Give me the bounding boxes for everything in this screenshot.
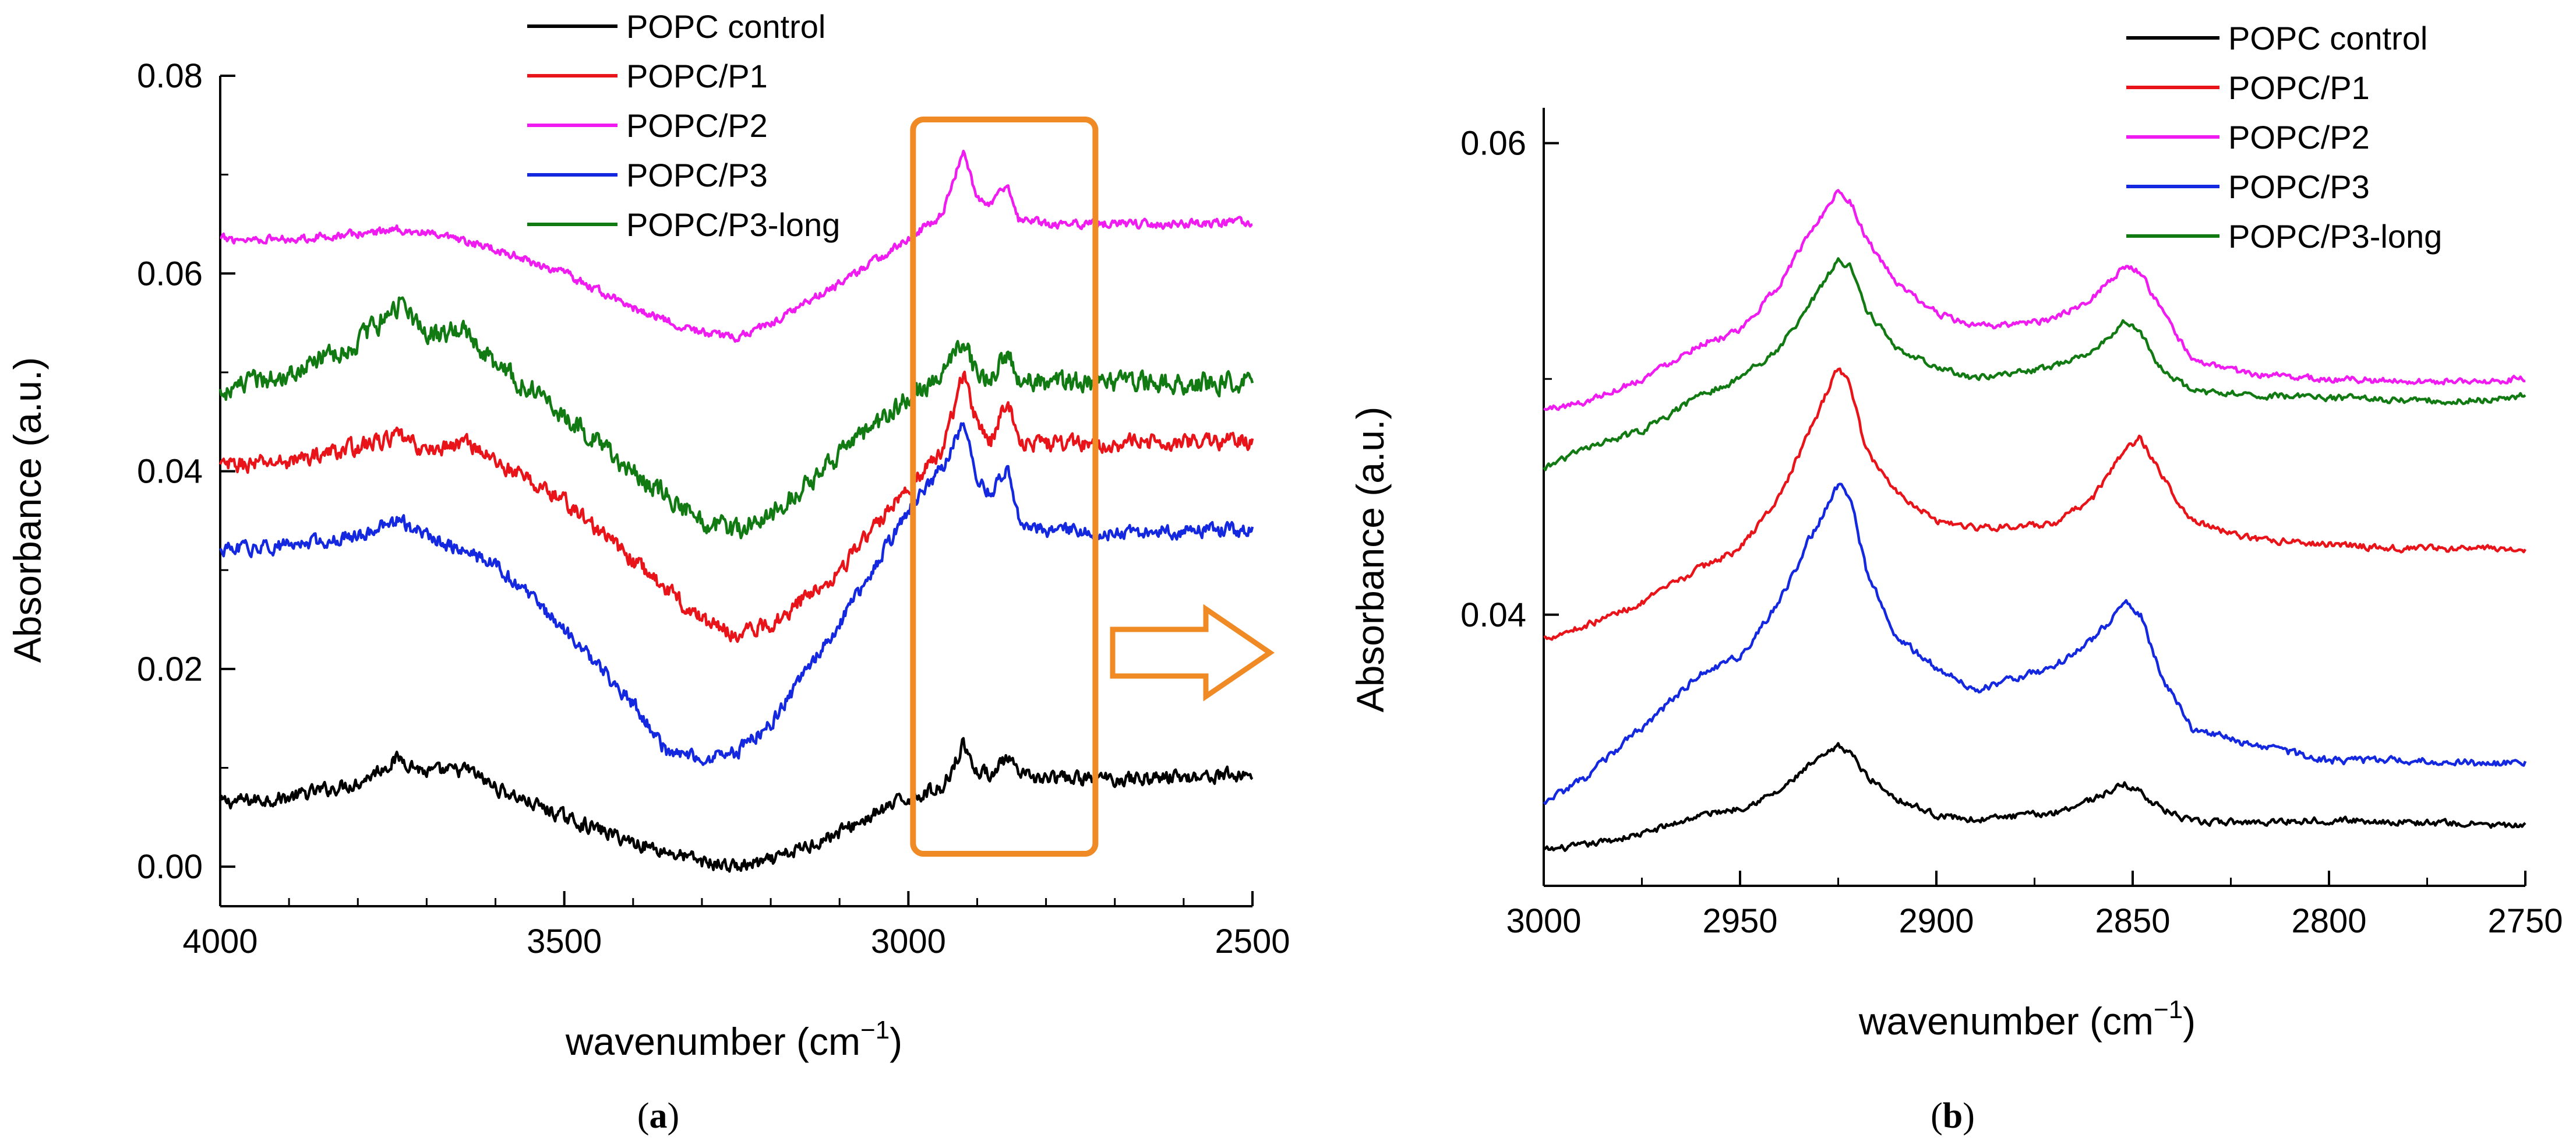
x-tick-label: 4000 [182, 923, 257, 960]
panel-b-xlabel: wavenumber (cm−1) [1858, 995, 2196, 1043]
y-tick-label: 0.02 [137, 650, 203, 688]
panel-b-label: (b) [1931, 1096, 1975, 1136]
x-tick-label: 3500 [527, 923, 602, 960]
series-line-popc-p1 [1543, 367, 2526, 641]
x-tick-label: 2950 [1702, 902, 1777, 940]
y-tick-label: 0.06 [137, 255, 203, 293]
legend-entry: POPC/P2 [2228, 119, 2370, 156]
series-line-popc-p2 [1543, 189, 2526, 411]
x-tick-label: 2900 [1899, 902, 1974, 940]
panel-a-xlabel: wavenumber (cm−1) [565, 1016, 902, 1063]
legend-entry: POPC/P3 [2228, 168, 2370, 205]
legend-entry: POPC control [626, 8, 825, 45]
x-tick-label: 2750 [2487, 902, 2563, 940]
legend-entry: POPC/P1 [2228, 69, 2370, 106]
series-line-popc-p3-long [1543, 257, 2526, 471]
x-tick-label: 3000 [1506, 902, 1581, 940]
y-tick-label: 0.08 [137, 57, 203, 95]
y-tick-label: 0.04 [1460, 596, 1526, 634]
series-line-popc-p1 [218, 370, 1254, 643]
x-tick-label: 2850 [2095, 902, 2170, 940]
legend-entry: POPC/P1 [626, 58, 768, 94]
panel-a-tick-labels: 4000 3500 3000 2500 0.00 0.02 0.04 0.06 0.08 [137, 57, 1290, 960]
legend-entry: POPC control [2228, 20, 2427, 57]
panel-b-axes [1543, 108, 2526, 887]
y-tick-label: 0.04 [137, 453, 203, 491]
series-line-popc-p3 [219, 422, 1254, 766]
series-line-popc-control [1543, 742, 2526, 852]
arrow-right-icon [1110, 604, 1275, 702]
x-tick-label: 3000 [871, 923, 946, 960]
panel-b: 3000 2950 2900 2850 2800 2750 0.04 0.06 POPC co… [1349, 20, 2563, 1136]
panel-a-ylabel: Absorbance (a.u.) [6, 357, 49, 663]
panel-b-legend: POPC control POPC/P1 POPC/P2 POPC/P3 POPC/P3… [2126, 20, 2442, 255]
series-line-popc-control [218, 737, 1254, 873]
series-line-popc-p2 [220, 149, 1253, 343]
series-line-popc-p3 [1543, 483, 2527, 805]
x-tick-label: 2800 [2291, 902, 2366, 940]
panel-a-legend: POPC control POPC/P1 POPC/P2 POPC/P3 POPC/P3… [527, 8, 840, 243]
y-tick-label: 0.06 [1460, 125, 1526, 163]
legend-entry: POPC/P2 [626, 107, 768, 144]
panel-b-ylabel: Absorbance (a.u.) [1349, 407, 1392, 713]
legend-entry: POPC/P3 [626, 157, 768, 193]
panel-a: 4000 3500 3000 2500 0.00 0.02 0.04 0.06 0.08 POP… [6, 8, 1290, 1136]
panel-a-series [218, 149, 1254, 873]
panel-b-series [1543, 189, 2527, 852]
panel-b-tick-labels: 3000 2950 2900 2850 2800 2750 0.04 0.06 [1460, 125, 2563, 940]
panel-a-label: (a) [637, 1096, 679, 1136]
y-tick-label: 0.00 [137, 848, 203, 886]
highlight-box [910, 117, 1099, 857]
series-line-popc-p3-long [218, 296, 1254, 540]
panel-a-axes [219, 75, 1254, 907]
x-tick-label: 2500 [1215, 923, 1290, 960]
legend-entry: POPC/P3-long [2228, 218, 2442, 255]
legend-entry: POPC/P3-long [626, 206, 840, 243]
